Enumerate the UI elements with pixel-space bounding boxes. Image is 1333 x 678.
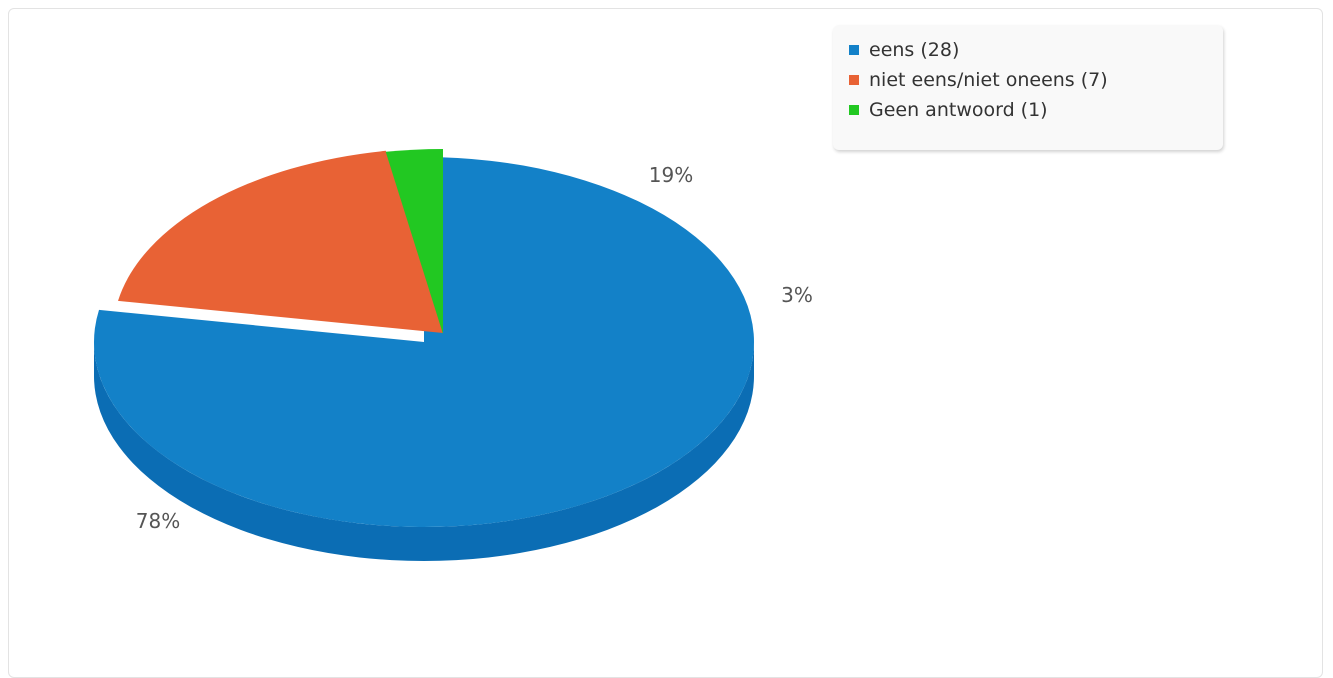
pie-slice[interactable] xyxy=(385,149,443,334)
pie-chart: 78% 19% 3% xyxy=(94,149,813,561)
pie-percent-label: 3% xyxy=(781,283,813,307)
pie-layer xyxy=(94,149,755,561)
legend-item[interactable]: niet eens/niet oneens (7) xyxy=(849,65,1223,95)
pie-slice-side xyxy=(94,342,754,561)
label-layer: 78% 19% 3% xyxy=(136,163,813,533)
legend: eens (28) niet eens/niet oneens (7) Geen a… xyxy=(833,25,1223,150)
legend-swatch xyxy=(849,75,859,85)
legend-item[interactable]: Geen antwoord (1) xyxy=(849,95,1223,125)
legend-label: eens (28) xyxy=(869,39,960,61)
pie-percent-label: 78% xyxy=(136,509,180,533)
legend-swatch xyxy=(849,45,859,55)
legend-item[interactable]: eens (28) xyxy=(849,35,1223,65)
legend-swatch xyxy=(849,105,859,115)
pie-slice[interactable] xyxy=(94,157,755,527)
pie-percent-label: 19% xyxy=(649,163,693,187)
legend-label: niet eens/niet oneens (7) xyxy=(869,69,1108,91)
pie-slice[interactable] xyxy=(118,150,444,333)
legend-label: Geen antwoord (1) xyxy=(869,99,1048,121)
